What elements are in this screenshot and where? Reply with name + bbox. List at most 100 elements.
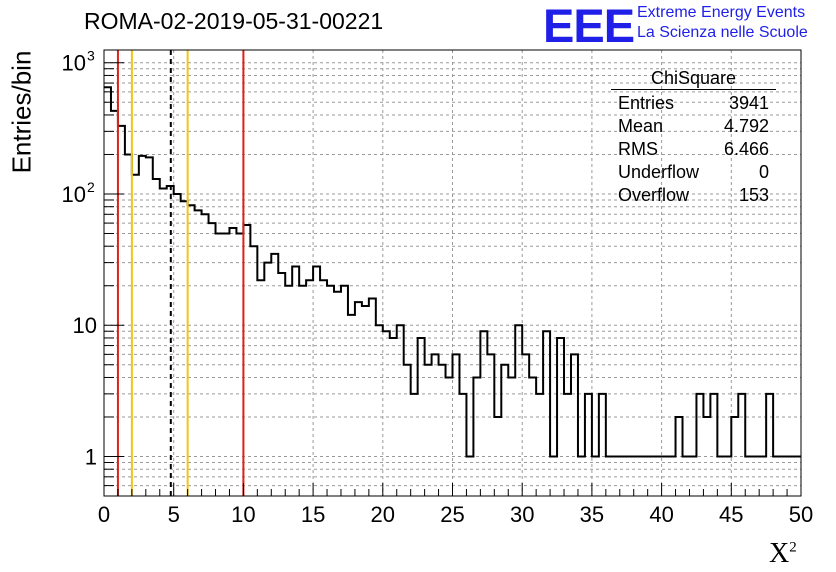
histogram-bin	[174, 194, 181, 496]
stats-title: ChiSquare	[611, 67, 776, 90]
histogram-bin	[250, 246, 257, 496]
histogram-bin	[459, 394, 466, 496]
histogram-bin	[104, 87, 111, 496]
histogram-bin	[313, 267, 320, 496]
x-axis-label-text: X	[769, 538, 790, 569]
histogram-bin	[285, 286, 292, 496]
chart-title: ROMA-02-2019-05-31-00221	[84, 8, 384, 34]
histogram-bin	[404, 365, 411, 496]
stats-value: 6.466	[723, 139, 769, 159]
x-axis-label-superscript: 2	[789, 539, 797, 556]
y-axis-label: Entries/bin	[6, 50, 37, 174]
y-tick-label: 10	[73, 313, 97, 338]
histogram-bin	[369, 298, 376, 496]
stats-label: Entries	[618, 93, 675, 113]
histogram-bin	[320, 280, 327, 496]
histogram-bin	[599, 394, 606, 496]
histogram-bin	[299, 286, 306, 496]
histogram	[104, 86, 801, 496]
histogram-bin	[738, 394, 745, 496]
stats-label: Mean	[618, 116, 664, 136]
x-tick-label: 20	[371, 502, 395, 527]
histogram-bin	[453, 354, 460, 496]
histogram-bin	[195, 210, 202, 496]
stats-value: 4.792	[723, 116, 769, 136]
histogram-outline	[104, 86, 801, 458]
histogram-bin	[243, 225, 250, 496]
histogram-bin	[271, 254, 278, 496]
histogram-bin	[536, 394, 543, 496]
stats-value: 0	[758, 162, 769, 182]
stats-row-mean: Mean 4.792	[611, 115, 776, 138]
logo-subtitle-1: Extreme Energy Events	[637, 4, 806, 21]
logo-subtitle-2: La Scienza nelle Scuole	[637, 24, 808, 41]
histogram-bin	[306, 280, 313, 496]
histogram-bin	[529, 377, 536, 496]
histogram-bin	[229, 228, 236, 496]
y-tick-label: 10	[62, 182, 86, 207]
y-tick-exponent: 3	[87, 48, 95, 64]
x-tick-label: 45	[719, 502, 743, 527]
histogram-bin	[327, 286, 334, 496]
stats-value: 153	[738, 185, 769, 205]
histogram-bin	[571, 354, 578, 496]
stats-value: 3941	[728, 93, 769, 113]
histogram-bin	[508, 377, 515, 496]
histogram-bin	[202, 214, 209, 496]
histogram-bin	[146, 157, 153, 496]
x-axis-label: X2	[769, 538, 797, 570]
histogram-bin	[696, 394, 703, 496]
stats-row-overflow: Overflow 153	[611, 184, 776, 207]
y-tick-label: 1	[85, 444, 97, 469]
histogram-bin	[501, 365, 508, 496]
histogram-bin	[766, 394, 773, 496]
stats-row-rms: RMS 6.466	[611, 138, 776, 161]
x-tick-label: 0	[98, 502, 110, 527]
histogram-bin	[181, 201, 188, 496]
histogram-bin	[118, 126, 125, 496]
histogram-bin	[585, 394, 592, 496]
y-tick-exponent: 2	[87, 179, 95, 195]
reference-lines	[116, 50, 245, 496]
x-tick-label: 15	[301, 502, 325, 527]
histogram-bin	[397, 325, 404, 496]
histogram-bin	[411, 394, 418, 496]
histogram-bin	[425, 365, 432, 496]
histogram-bin	[383, 331, 390, 496]
x-tick-label: 50	[789, 502, 813, 527]
stats-label: Underflow	[618, 162, 700, 182]
stats-box: ChiSquare Entries 3941 Mean 4.792 RMS 6.466…	[611, 67, 776, 207]
histogram-bin	[522, 354, 529, 496]
axis-ticks	[103, 62, 802, 497]
x-tick-label: 10	[231, 502, 255, 527]
histogram-bin	[341, 286, 348, 496]
histogram-bin	[188, 205, 195, 496]
x-tick-label: 5	[168, 502, 180, 527]
stats-row-underflow: Underflow 0	[611, 161, 776, 184]
histogram-bin	[362, 306, 369, 496]
stats-label: RMS	[618, 139, 658, 159]
histogram-bin	[446, 377, 453, 496]
histogram-bin	[564, 394, 571, 496]
eee-logo: EEE	[543, 0, 635, 52]
y-tick-label: 10	[62, 51, 86, 76]
histogram-bin	[376, 325, 383, 496]
histogram-bin	[710, 394, 717, 496]
histogram-bin	[209, 223, 216, 496]
histogram-bin	[480, 331, 487, 496]
x-tick-label: 30	[510, 502, 534, 527]
histogram-bin	[432, 354, 439, 496]
histogram-bin	[264, 263, 271, 496]
histogram-bin	[473, 377, 480, 496]
x-tick-label: 25	[440, 502, 464, 527]
histogram-bin	[292, 267, 299, 496]
stats-label: Overflow	[618, 185, 690, 205]
histogram-bin	[487, 354, 494, 496]
x-tick-label: 35	[580, 502, 604, 527]
histogram-bin	[257, 280, 264, 496]
stats-row-entries: Entries 3941	[611, 92, 776, 115]
histogram-bin	[160, 189, 167, 496]
x-tick-label: 40	[649, 502, 673, 527]
